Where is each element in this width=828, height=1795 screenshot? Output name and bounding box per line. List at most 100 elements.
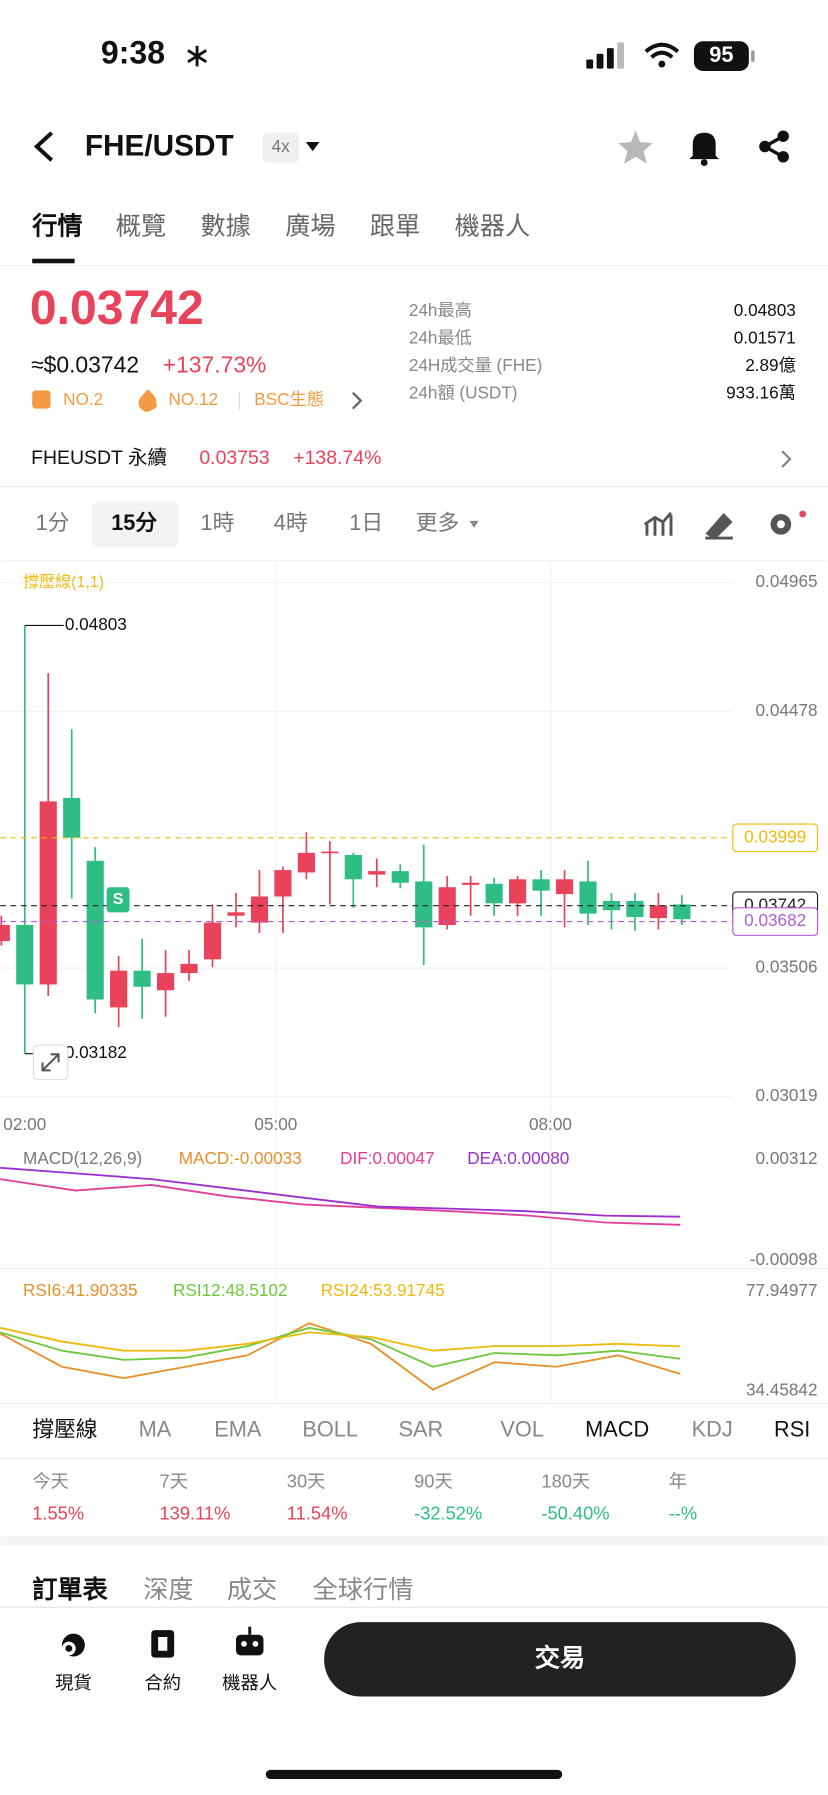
perp-change: +138.74% bbox=[293, 447, 381, 469]
return-label: 今天 bbox=[32, 1470, 69, 1491]
stat-label: 24h額 (USDT) bbox=[409, 382, 518, 402]
return-value: 1.55% bbox=[32, 1502, 84, 1523]
order-tab[interactable]: 訂單表 bbox=[32, 1575, 108, 1604]
pair-title[interactable]: FHE/USDT bbox=[85, 130, 234, 163]
settings-hole bbox=[776, 520, 785, 529]
badge: NO.12 bbox=[168, 389, 218, 409]
dif-value: DIF:0.00047 bbox=[340, 1148, 434, 1168]
dea-value: DEA:0.00080 bbox=[467, 1148, 569, 1168]
candle-body bbox=[649, 905, 667, 919]
indicator-tab[interactable]: EMA bbox=[214, 1417, 262, 1442]
indicator-tab[interactable]: MACD bbox=[585, 1417, 649, 1442]
draw-button[interactable] bbox=[705, 513, 733, 540]
candle-body bbox=[39, 801, 57, 985]
wifi-dot bbox=[658, 60, 666, 68]
interval[interactable]: 1分 bbox=[36, 510, 70, 535]
price-change: +137.73% bbox=[163, 351, 267, 377]
nav-label[interactable]: 現貨 bbox=[55, 1672, 92, 1693]
alert-button[interactable] bbox=[689, 132, 720, 160]
return-label: 年 bbox=[669, 1470, 687, 1491]
indicator-tab[interactable]: KDJ bbox=[692, 1417, 733, 1442]
signal-icon bbox=[586, 42, 625, 69]
candle-body bbox=[86, 860, 104, 1000]
rank-icon bbox=[32, 390, 51, 409]
snowflake-icon bbox=[187, 45, 207, 67]
tab[interactable]: 跟單 bbox=[370, 212, 420, 240]
price-tag-label: 0.03682 bbox=[744, 910, 806, 930]
candle-body bbox=[532, 879, 550, 891]
return-value: --% bbox=[669, 1502, 697, 1523]
candle-body bbox=[16, 925, 34, 985]
indicator-line bbox=[0, 1178, 681, 1226]
indicator-button[interactable] bbox=[643, 511, 673, 536]
tab[interactable]: 概覽 bbox=[116, 212, 166, 240]
usd-price: ≈$0.03742 bbox=[31, 351, 139, 377]
y-tick-label: 34.45842 bbox=[746, 1379, 818, 1399]
indicator-tab[interactable]: MA bbox=[139, 1417, 172, 1442]
perp-name[interactable]: FHEUSDT 永續 bbox=[31, 447, 167, 469]
return-label: 30天 bbox=[287, 1470, 326, 1491]
chevron bbox=[781, 450, 792, 468]
tab[interactable]: 機器人 bbox=[455, 212, 531, 240]
interval[interactable]: 4時 bbox=[274, 510, 308, 535]
battery bbox=[693, 41, 749, 71]
last-price: 0.03742 bbox=[30, 281, 204, 335]
share-button[interactable] bbox=[759, 130, 789, 163]
candle-body bbox=[203, 922, 222, 960]
candle-body bbox=[63, 797, 81, 838]
interval[interactable]: 1日 bbox=[349, 510, 383, 535]
x-tick-label: 02:00 bbox=[3, 1114, 46, 1134]
tab-underline bbox=[32, 258, 75, 264]
tab[interactable]: 行情 bbox=[31, 212, 82, 240]
indicator-line bbox=[0, 1166, 681, 1218]
stat-value: 0.04803 bbox=[734, 300, 796, 320]
y-tick-label: 0.04478 bbox=[756, 700, 818, 720]
candle-body bbox=[368, 871, 386, 875]
order-tab[interactable]: 全球行情 bbox=[313, 1576, 414, 1604]
pair-dropdown[interactable] bbox=[305, 141, 320, 152]
indicator-tab[interactable]: RSI bbox=[774, 1417, 810, 1442]
status-time: 9:38 bbox=[101, 34, 165, 70]
candle-body bbox=[344, 855, 362, 880]
more-dropdown[interactable] bbox=[469, 520, 479, 528]
candle-body bbox=[555, 879, 574, 895]
interval[interactable]: 15分 bbox=[111, 510, 157, 535]
rsi-label: RSI6:41.90335 bbox=[23, 1280, 137, 1300]
indicator-tab[interactable]: VOL bbox=[500, 1417, 544, 1442]
indicator-tab[interactable]: BOLL bbox=[302, 1417, 358, 1442]
interval[interactable]: 1時 bbox=[201, 510, 235, 535]
favorite-button[interactable] bbox=[618, 130, 653, 164]
hot-icon bbox=[138, 389, 157, 413]
interval-selected bbox=[91, 501, 179, 548]
order-tab[interactable]: 成交 bbox=[227, 1576, 277, 1604]
candle-body bbox=[180, 963, 198, 974]
y-tick-label: 77.94977 bbox=[746, 1280, 818, 1300]
rsi-label: RSI24:53.91745 bbox=[321, 1280, 445, 1300]
contract-icon bbox=[151, 1630, 175, 1658]
nav-label[interactable]: 合約 bbox=[144, 1672, 181, 1693]
candle-body bbox=[509, 879, 527, 904]
order-tab[interactable]: 深度 bbox=[143, 1576, 193, 1604]
indicator-tab[interactable]: SAR bbox=[399, 1417, 444, 1442]
badge[interactable]: BSC生態 bbox=[254, 389, 324, 409]
stat-value: 933.16萬 bbox=[726, 382, 796, 402]
indicator-line bbox=[0, 1326, 681, 1368]
candle-body bbox=[415, 881, 433, 928]
trade-label[interactable]: 交易 bbox=[535, 1644, 585, 1673]
bot-icon bbox=[235, 1626, 264, 1656]
tab[interactable]: 數據 bbox=[201, 212, 251, 240]
trade-button[interactable] bbox=[324, 1622, 796, 1697]
stat-label: 24H成交量 (FHE) bbox=[409, 355, 542, 375]
back-button[interactable] bbox=[33, 131, 54, 162]
tab[interactable]: 廣場 bbox=[285, 212, 335, 240]
price-tag bbox=[732, 907, 819, 936]
interval[interactable]: 更多 bbox=[416, 510, 459, 535]
signal-marker-label: S bbox=[113, 890, 124, 908]
nav-label[interactable]: 機器人 bbox=[222, 1672, 277, 1693]
candle-body bbox=[321, 851, 339, 854]
return-label: 7天 bbox=[160, 1470, 188, 1491]
battery-level: 95 bbox=[709, 42, 733, 67]
indicator-tab[interactable]: 撐壓線 bbox=[32, 1417, 97, 1442]
